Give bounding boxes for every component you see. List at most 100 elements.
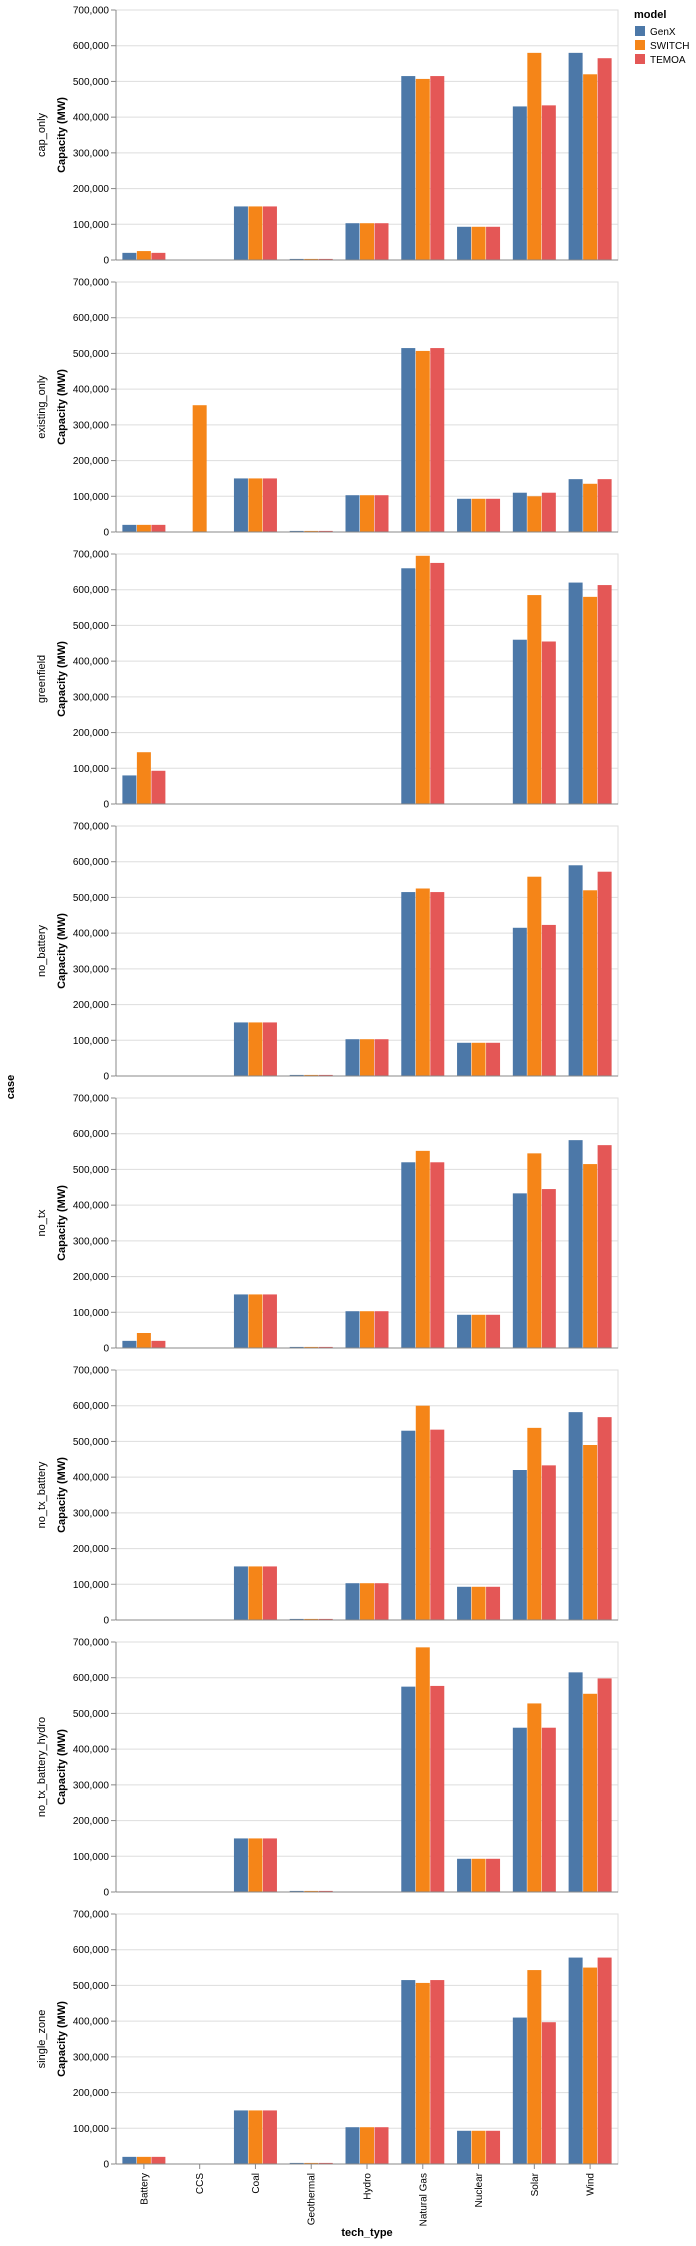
x-tick-label: Wind [586,2173,597,2196]
x-tick-label: Natural Gas [418,2173,429,2226]
bar-GenX-Nuclear [457,1586,472,1620]
y-tick-label: 100,000 [73,1308,110,1319]
bar-SWITCH-Solar [527,1703,542,1892]
bar-TEMOA-Solar [541,1189,556,1348]
legend-title: model [634,9,666,21]
bar-SWITCH-Natural-Gas [415,555,430,804]
row-label-single_zone: single_zone [36,2010,48,2069]
bar-TEMOA-Geothermal [318,2162,333,2164]
bar-SWITCH-Geothermal [304,1890,319,1892]
y-tick-label: 200,000 [73,1544,110,1555]
bar-GenX-Natural-Gas [401,1162,416,1348]
bar-SWITCH-Wind [583,596,598,804]
bar-TEMOA-Wind [597,1957,612,2164]
bar-SWITCH-Battery [136,2156,151,2164]
bar-SWITCH-Natural-Gas [415,1405,430,1620]
bar-SWITCH-Natural-Gas [415,1150,430,1348]
y-tick-label: 700,000 [73,550,110,561]
bar-SWITCH-Geothermal [304,1618,319,1620]
y-tick-label: 0 [103,528,109,539]
bar-GenX-Solar [512,106,527,260]
y-tick-label: 400,000 [73,929,110,940]
y-axis-title: Capacity (MW) [56,641,68,717]
y-tick-label: 700,000 [73,1094,110,1105]
row-label-greenfield: greenfield [36,655,48,703]
y-tick-label: 100,000 [73,220,110,231]
bar-GenX-Battery [122,524,137,532]
bar-TEMOA-Geothermal [318,1074,333,1076]
panel-greenfield: 0 100,000 200,000 300,000 400,000 500,000 600,… [36,550,619,811]
bar-TEMOA-Geothermal [318,530,333,532]
bar-TEMOA-Wind [597,585,612,804]
bar-SWITCH-Battery [136,752,151,804]
bar-GenX-Wind [568,1672,583,1892]
bar-TEMOA-Coal [262,478,277,532]
bar-SWITCH-Battery [136,524,151,532]
panel-no_tx: 0 100,000 200,000 300,000 400,000 500,000 600,… [36,1094,619,1355]
bar-GenX-Coal [233,1838,248,1892]
bar-SWITCH-Solar [527,1970,542,2164]
bar-GenX-Battery [122,252,137,260]
bar-GenX-Hydro [345,495,360,532]
y-tick-label: 600,000 [73,313,110,324]
bar-GenX-Geothermal [289,2162,304,2164]
bar-SWITCH-Battery [136,1333,151,1348]
bar-GenX-Solar [512,492,527,532]
bar-GenX-Wind [568,1412,583,1620]
bar-SWITCH-Solar [527,1153,542,1348]
bar-GenX-Wind [568,479,583,532]
bar-TEMOA-Natural-Gas [430,76,445,260]
bar-TEMOA-Battery [151,770,166,804]
bar-TEMOA-Solar [541,641,556,804]
bar-GenX-Solar [512,1727,527,1892]
bar-TEMOA-Coal [262,206,277,260]
bar-TEMOA-Coal [262,2110,277,2164]
bar-GenX-Geothermal [289,1618,304,1620]
bar-GenX-Geothermal [289,1346,304,1348]
y-tick-label: 300,000 [73,964,110,975]
bar-TEMOA-Solar [541,1727,556,1892]
y-tick-label: 300,000 [73,1508,110,1519]
row-label-no_tx_battery_hydro: no_tx_battery_hydro [36,1717,48,1817]
y-tick-label: 100,000 [73,1852,110,1863]
bar-GenX-Geothermal [289,530,304,532]
x-axis-title: tech_type [341,2227,392,2239]
bar-SWITCH-Natural-Gas [415,350,430,532]
bar-GenX-Natural-Gas [401,892,416,1076]
y-tick-label: 400,000 [73,2017,110,2028]
bar-TEMOA-Nuclear [486,498,501,532]
bar-SWITCH-Wind [583,1164,598,1348]
bar-SWITCH-Nuclear [471,2130,486,2164]
bar-SWITCH-Coal [248,1566,263,1620]
bar-TEMOA-Coal [262,1022,277,1076]
bar-SWITCH-Hydro [360,223,374,260]
y-tick-label: 500,000 [73,1437,110,1448]
bar-GenX-Solar [512,639,527,804]
y-tick-label: 0 [103,1072,109,1083]
y-tick-label: 200,000 [73,728,110,739]
bar-SWITCH-Wind [583,1967,598,2164]
panel-single_zone: 0 100,000 200,000 300,000 400,000 500,000 600,… [36,1910,619,2171]
bar-TEMOA-Hydro [374,1039,389,1076]
bar-SWITCH-Solar [527,1427,542,1620]
panel-no_battery: 0 100,000 200,000 300,000 400,000 500,000 600,… [36,822,619,1083]
bar-TEMOA-Hydro [374,1583,389,1620]
row-label-no_tx: no_tx [36,1209,48,1236]
y-tick-label: 500,000 [73,349,110,360]
y-axis-title: Capacity (MW) [56,97,68,173]
y-tick-label: 700,000 [73,6,110,17]
bar-TEMOA-Natural-Gas [430,892,445,1076]
bar-TEMOA-Wind [597,1145,612,1348]
bar-GenX-Coal [233,1566,248,1620]
bar-TEMOA-Nuclear [486,1314,501,1348]
bar-SWITCH-Nuclear [471,1314,486,1348]
bar-GenX-Wind [568,865,583,1076]
legend-label-TEMOA: TEMOA [650,55,686,66]
bar-GenX-Solar [512,1470,527,1620]
bar-SWITCH-Nuclear [471,1042,486,1076]
y-tick-label: 700,000 [73,1910,110,1921]
bar-GenX-Battery [122,1340,137,1348]
bar-GenX-Battery [122,775,137,804]
bar-GenX-Geothermal [289,1890,304,1892]
bar-TEMOA-Battery [151,2156,166,2164]
